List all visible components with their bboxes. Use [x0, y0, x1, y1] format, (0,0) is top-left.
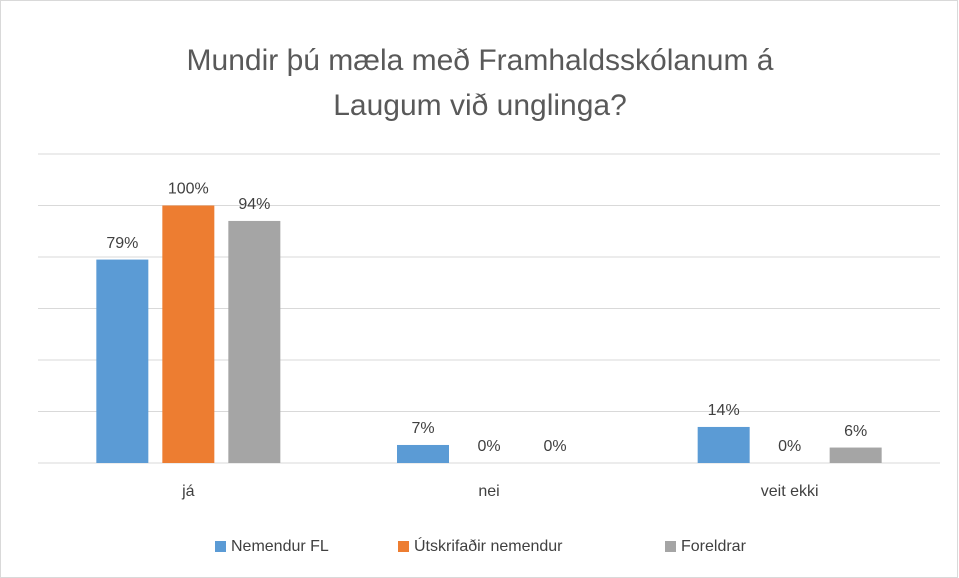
- legend-swatch: [215, 541, 226, 552]
- data-label: 94%: [238, 196, 270, 213]
- chart-title: Mundir þú mæla með Framhaldsskólanum á L…: [186, 44, 774, 122]
- legend-swatch: [665, 541, 676, 552]
- data-label: 79%: [106, 235, 138, 252]
- bar: [228, 220, 281, 463]
- data-label: 100%: [168, 181, 209, 198]
- data-label: 0%: [477, 438, 500, 455]
- bar: [697, 426, 750, 463]
- x-tick-label: nei: [478, 483, 499, 500]
- data-label: 7%: [411, 420, 434, 437]
- x-tick-label: já: [181, 483, 195, 500]
- legend-label: Nemendur FL: [231, 538, 329, 555]
- data-label: 0%: [543, 438, 566, 455]
- bar: [829, 447, 882, 463]
- bar: [96, 259, 149, 463]
- legend-label: Foreldrar: [681, 538, 747, 555]
- bar: [397, 444, 449, 463]
- bar: [162, 205, 215, 463]
- legend-label: Útskrifaðir nemendur: [414, 536, 563, 555]
- data-label: 0%: [778, 438, 801, 455]
- data-label: 6%: [844, 423, 867, 440]
- data-label: 14%: [708, 402, 740, 419]
- legend-swatch: [398, 541, 409, 552]
- x-tick-label: veit ekki: [761, 483, 819, 500]
